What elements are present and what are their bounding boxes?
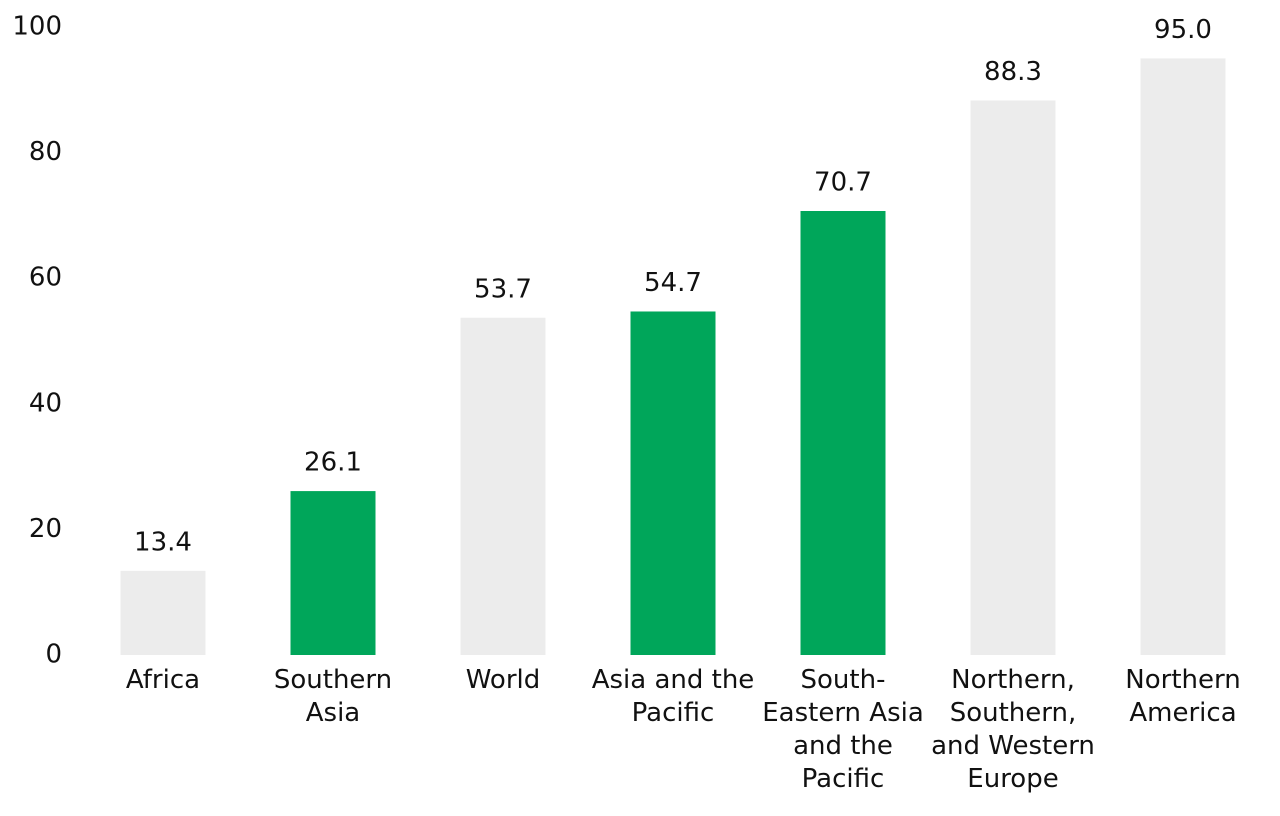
y-tick-label: 80 [29, 137, 62, 167]
x-tick-label: Asia and the Pacific [591, 665, 755, 728]
y-tick-label: 0 [45, 640, 62, 670]
value-label: 70.7 [814, 168, 872, 198]
y-tick-label: 100 [12, 12, 62, 42]
bar [630, 311, 716, 655]
bar [460, 317, 546, 655]
value-label: 88.3 [984, 57, 1042, 87]
y-tick-label: 20 [29, 514, 62, 544]
bar [1140, 58, 1226, 655]
value-label: 13.4 [134, 527, 192, 557]
x-tick-label: Africa [125, 665, 201, 695]
y-tick-label: 40 [29, 388, 62, 418]
value-label: 53.7 [474, 274, 532, 304]
x-tick-label: Northern, Southern, and Western Europe [931, 665, 1095, 794]
x-tick-label: South-Eastern Asia and the Pacific [762, 665, 924, 794]
bar [120, 570, 206, 655]
value-label: 54.7 [644, 268, 702, 298]
bar [800, 211, 886, 655]
x-tick-label: Southern Asia [273, 665, 393, 728]
x-tick-label: Northern America [1125, 665, 1241, 728]
bar [970, 100, 1056, 655]
y-tick-label: 60 [29, 263, 62, 293]
x-tick-label: World [465, 665, 541, 695]
value-label: 95.0 [1154, 15, 1212, 45]
bar [290, 491, 376, 655]
value-label: 26.1 [304, 448, 362, 478]
